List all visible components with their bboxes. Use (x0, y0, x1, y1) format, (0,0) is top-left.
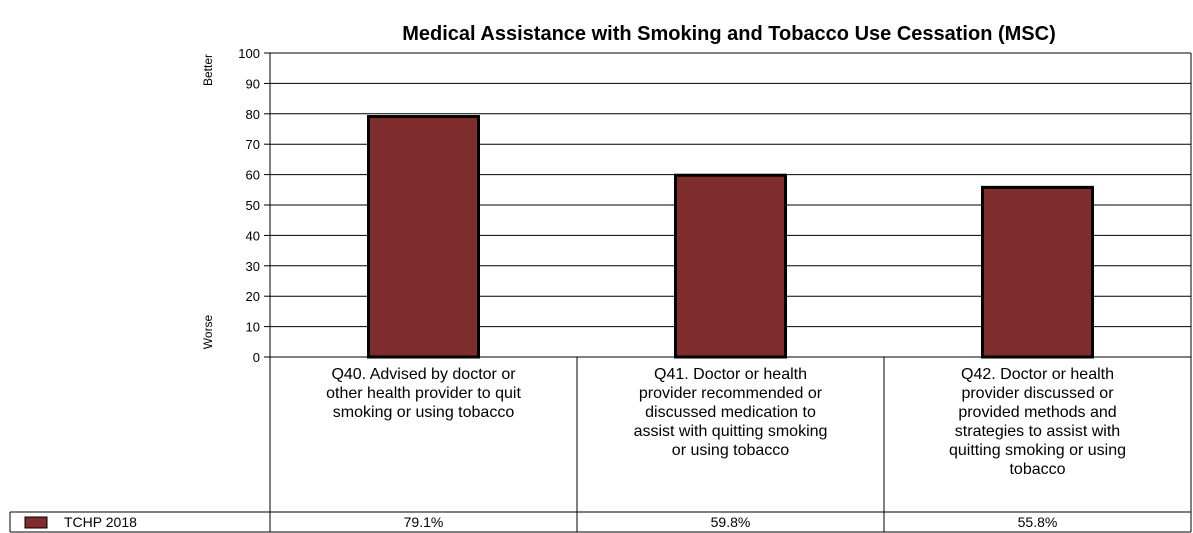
category-label-line: provided methods and (958, 404, 1116, 421)
y-label-worse: Worse (201, 314, 215, 349)
category-label-line: Q40. Advised by doctor or (331, 366, 516, 383)
category-label-line: provider discussed or (961, 385, 1114, 402)
category-label-line: strategies to assist with (955, 423, 1120, 440)
y-tick-label: 0 (253, 350, 260, 365)
category-label-line: Q42. Doctor or health (961, 366, 1114, 383)
category-label: Q41. Doctor or health provider recommende… (634, 366, 828, 459)
legend-label: TCHP 2018 (64, 514, 137, 530)
category-label-line: or using tobacco (672, 442, 790, 459)
table-value: 55.8% (1018, 514, 1058, 530)
y-tick-label: 70 (246, 137, 260, 152)
table-value: 59.8% (711, 514, 751, 530)
y-tick-label: 30 (246, 259, 260, 274)
bar (981, 185, 1094, 359)
bars (367, 115, 1094, 359)
data-table: Q40. Advised by doctor or other health pr… (9, 357, 1191, 533)
category-label-line: assist with quitting smoking (634, 423, 828, 440)
category-label-line: tobacco (1009, 461, 1065, 478)
table-value: 79.1% (404, 514, 444, 530)
y-axis: 0 10 20 30 40 50 60 70 80 90 100 (238, 46, 1192, 532)
category-label-line: discussed medication to (645, 404, 816, 421)
category-label-line: other health provider to quit (326, 385, 521, 402)
category-label-line: provider recommended or (639, 385, 823, 402)
y-tick-label: 40 (246, 228, 260, 243)
y-tick-label: 90 (246, 76, 260, 91)
y-tick-label: 20 (246, 289, 260, 304)
category-label: Q42. Doctor or health provider discussed … (949, 366, 1126, 478)
category-label-line: smoking or using tobacco (333, 404, 515, 421)
y-tick-label: 50 (246, 198, 260, 213)
y-label-better: Better (201, 54, 215, 86)
category-label-line: quitting smoking or using (949, 442, 1126, 459)
y-tick-label: 80 (246, 107, 260, 122)
y-tick-label: 100 (238, 46, 260, 61)
y-tick-label: 10 (246, 320, 260, 335)
category-label: Q40. Advised by doctor or other health pr… (326, 366, 521, 421)
chart-title: Medical Assistance with Smoking and Toba… (402, 23, 1055, 45)
bar (367, 115, 480, 359)
category-label-line: Q41. Doctor or health (654, 366, 807, 383)
y-tick-label: 60 (246, 168, 260, 183)
bar (674, 173, 787, 359)
legend-swatch (24, 516, 48, 529)
